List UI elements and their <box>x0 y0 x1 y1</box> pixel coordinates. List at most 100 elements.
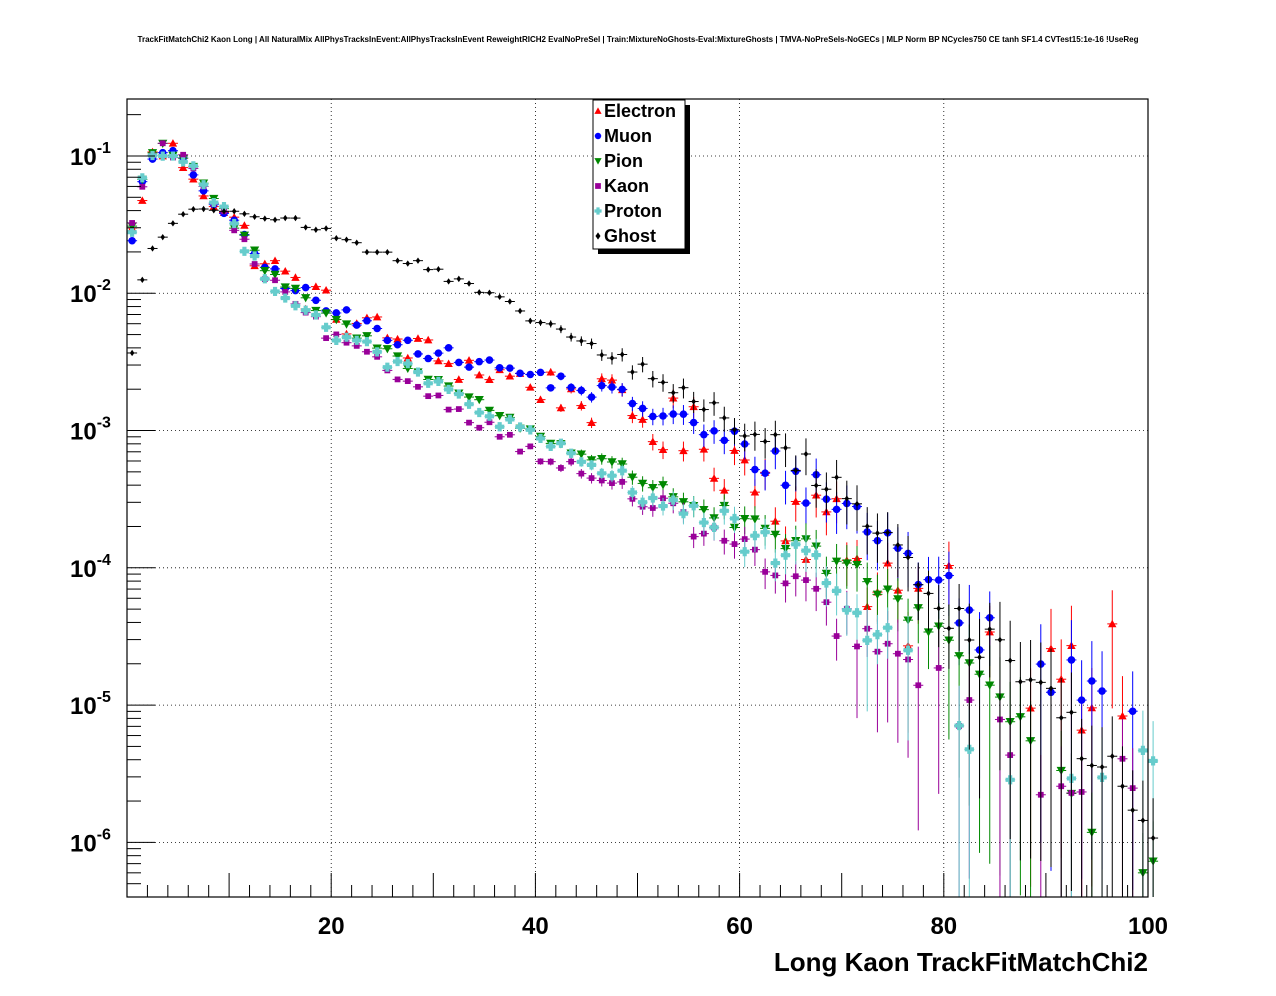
data-point-pion <box>382 345 392 354</box>
data-point-ghost <box>916 581 921 588</box>
data-point-muon <box>587 393 596 401</box>
data-point-kaon <box>231 227 238 234</box>
data-point-muon <box>751 465 759 474</box>
data-point-proton <box>872 630 883 640</box>
data-point-ghost <box>844 495 850 502</box>
data-point-kaon <box>558 465 564 471</box>
data-point-ghost <box>211 207 217 214</box>
data-point-pion <box>658 481 668 490</box>
data-point-proton <box>270 286 280 297</box>
legend-box <box>592 99 686 250</box>
series-ghost <box>127 205 1159 897</box>
data-point-ghost <box>834 474 839 481</box>
legend-label-ghost: Ghost <box>604 226 656 246</box>
data-point-ghost <box>987 625 992 633</box>
data-point-proton <box>627 487 637 498</box>
data-point-pion <box>627 473 637 482</box>
data-point-proton <box>260 274 270 284</box>
data-point-muon <box>934 576 943 584</box>
data-point-ghost <box>517 307 523 315</box>
data-point-kaon <box>894 650 901 657</box>
data-point-kaon <box>466 419 472 426</box>
data-point-pion <box>985 681 995 690</box>
data-point-pion <box>239 231 250 240</box>
data-point-proton <box>341 332 352 342</box>
data-point-electron <box>577 401 586 409</box>
data-point-ghost <box>589 340 594 347</box>
data-point-ghost <box>783 444 788 452</box>
data-point-ghost <box>701 406 707 413</box>
data-point-proton <box>515 422 525 432</box>
data-point-ghost <box>660 379 666 386</box>
legend-marker-pion <box>594 158 602 165</box>
data-point-ghost <box>1038 679 1044 686</box>
data-point-kaon <box>486 419 493 426</box>
data-point-ghost <box>272 216 278 223</box>
data-point-proton <box>280 293 290 303</box>
data-point-ghost <box>1079 755 1084 762</box>
data-point-pion <box>923 628 934 637</box>
data-point-muon <box>710 427 718 435</box>
data-point-muon <box>352 321 361 329</box>
y-tick-label: 10-1 <box>70 140 111 171</box>
data-point-ghost <box>854 500 860 508</box>
data-point-ghost <box>334 235 339 242</box>
data-point-muon <box>1077 696 1086 704</box>
data-point-kaon <box>159 140 166 147</box>
data-point-electron <box>464 356 474 364</box>
data-point-pion <box>576 450 586 459</box>
data-point-proton <box>678 509 689 519</box>
data-point-muon <box>781 481 790 490</box>
data-point-kaon <box>762 568 769 575</box>
data-point-proton <box>444 384 454 394</box>
data-point-kaon <box>404 378 411 385</box>
data-point-ghost <box>967 636 972 644</box>
data-point-proton <box>821 578 831 588</box>
data-point-kaon <box>731 541 738 547</box>
x-tick-label: 100 <box>1128 913 1168 940</box>
chart-title: TrackFitMatchChi2 Kaon Long | All Natura… <box>138 35 1139 44</box>
data-point-kaon <box>415 383 421 390</box>
data-point-proton <box>321 322 331 332</box>
data-point-muon <box>618 385 626 394</box>
data-point-electron <box>536 395 545 403</box>
data-point-kaon <box>741 536 748 542</box>
data-point-proton <box>158 151 168 161</box>
data-point-pion <box>831 557 842 566</box>
data-point-ghost <box>885 529 890 536</box>
data-point-kaon <box>588 475 595 481</box>
data-point-ghost <box>170 220 176 227</box>
data-point-ghost <box>221 208 227 215</box>
series-muon <box>127 146 1138 890</box>
data-point-kaon <box>833 633 840 639</box>
data-point-muon <box>649 412 657 421</box>
data-point-kaon <box>649 505 656 511</box>
data-point-muon <box>802 499 810 507</box>
data-point-muon <box>403 336 412 345</box>
legend-label-kaon: Kaon <box>604 176 649 196</box>
data-point-electron <box>423 335 433 344</box>
x-tick-label: 40 <box>522 913 549 940</box>
data-point-kaon <box>282 289 289 295</box>
data-point-kaon <box>476 424 483 431</box>
data-point-ghost <box>344 236 349 243</box>
data-point-pion <box>740 515 750 524</box>
data-point-ghost <box>487 289 492 296</box>
data-point-electron <box>638 415 647 423</box>
legend-marker-proton <box>594 207 602 215</box>
data-point-ghost <box>558 325 564 333</box>
data-point-muon <box>363 316 371 325</box>
data-point-muon <box>628 399 637 408</box>
data-point-electron <box>791 497 800 505</box>
legend-marker-electron <box>594 107 602 114</box>
legend-label-electron: Electron <box>604 101 676 121</box>
data-point-proton <box>352 335 362 345</box>
data-point-electron <box>587 418 596 426</box>
y-tick-label: 10-3 <box>70 415 111 446</box>
data-point-pion <box>597 455 607 464</box>
data-point-pion <box>852 560 862 570</box>
data-point-ghost <box>374 248 380 256</box>
data-point-proton <box>566 448 576 458</box>
data-point-kaon <box>935 665 942 671</box>
data-point-proton <box>301 305 311 315</box>
